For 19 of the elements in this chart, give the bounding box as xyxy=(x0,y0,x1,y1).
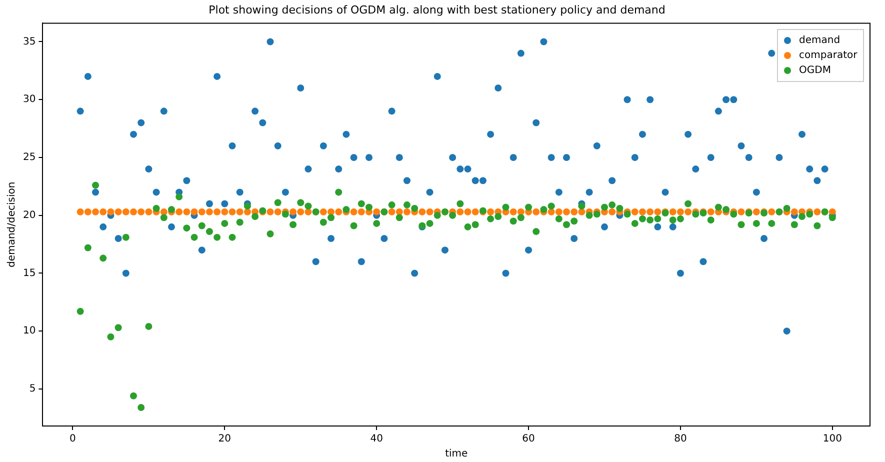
legend-label: comparator xyxy=(799,49,858,64)
y-tick-label: 35 xyxy=(22,36,36,48)
legend-label: demand xyxy=(799,34,840,48)
y-tick-label: 25 xyxy=(22,152,36,164)
y-tick-label: 30 xyxy=(22,94,36,106)
x-axis-title: time xyxy=(445,448,468,460)
chart-title: Plot showing decisions of OGDM alg. along with best stationery policy and demand xyxy=(208,3,666,16)
y-axis-title: demand/decision xyxy=(6,182,18,268)
y-tick-label: 15 xyxy=(22,268,36,279)
y-tick-label: 5 xyxy=(29,384,36,395)
x-tick-label: 60 xyxy=(522,434,535,445)
y-tick-label: 10 xyxy=(22,326,36,337)
x-tick-label: 0 xyxy=(70,434,76,445)
x-tick-label: 80 xyxy=(674,434,687,445)
y-tick-label: 20 xyxy=(22,210,36,221)
x-tick-label: 40 xyxy=(370,434,383,445)
legend-label: OGDM xyxy=(799,64,831,78)
x-tick-label: 20 xyxy=(218,434,232,445)
x-tick-label: 100 xyxy=(822,434,842,445)
